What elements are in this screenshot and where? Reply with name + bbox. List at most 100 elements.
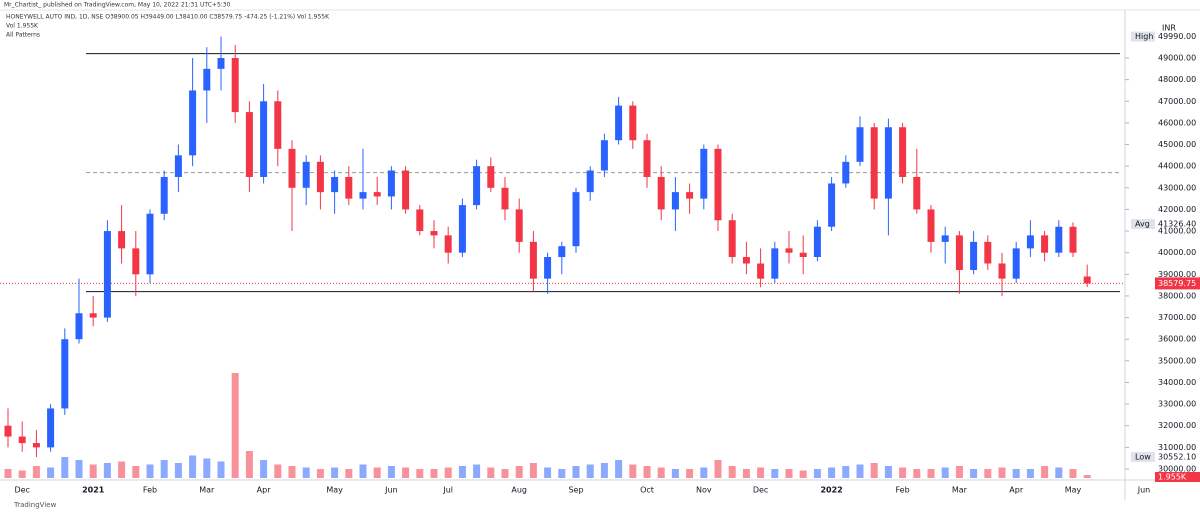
volume-bar — [728, 466, 736, 478]
y-tick-label: 46000.00 — [1158, 118, 1196, 127]
candle-body — [899, 127, 907, 177]
volume-bar — [345, 469, 353, 478]
volume-bar — [501, 469, 509, 478]
candle-body — [146, 213, 154, 275]
marker-name-badge — [1131, 31, 1155, 42]
volume-bar — [884, 466, 892, 478]
brand: TradingView — [13, 501, 57, 509]
candle-body — [32, 443, 40, 448]
volume-bar — [118, 461, 126, 478]
y-tick-label: 34000.00 — [1158, 378, 1196, 387]
x-tick-label: 2021 — [82, 486, 105, 495]
candle-body — [856, 127, 864, 162]
x-tick-label: Jul — [442, 486, 453, 495]
candle-body — [75, 313, 83, 340]
y-tick-label: 38000.00 — [1158, 291, 1196, 300]
volume-bar — [629, 464, 637, 478]
candle-body — [870, 127, 878, 199]
x-tick-label: Jun — [384, 486, 398, 495]
volume-bar — [572, 466, 580, 478]
y-tick-label: 39000.00 — [1158, 270, 1196, 279]
candle-body — [558, 246, 566, 258]
volume-bar — [657, 467, 665, 478]
y-tick-label: 47000.00 — [1158, 97, 1196, 106]
volume-bar — [856, 464, 864, 478]
volume-bar — [4, 469, 12, 478]
candle-body — [1069, 226, 1077, 253]
volume-badge — [1155, 472, 1200, 482]
last-price-label: 38579.75 — [1158, 279, 1196, 288]
x-tick-label: Apr — [257, 486, 272, 495]
candle-body — [245, 112, 253, 177]
candle-body — [686, 192, 694, 199]
volume-bar — [316, 469, 324, 478]
y-tick-label: 48000.00 — [1158, 75, 1196, 84]
volume-bar — [359, 464, 367, 478]
volume-bar — [643, 466, 651, 478]
volume-bar — [785, 469, 793, 478]
candle-body — [671, 192, 679, 210]
y-tick-label: 35000.00 — [1158, 356, 1196, 365]
volume-bar — [1083, 475, 1091, 478]
y-tick-label: 40000.00 — [1158, 248, 1196, 257]
volume-bar — [174, 463, 182, 478]
candle-body — [1055, 226, 1063, 253]
marker-name: High — [1135, 32, 1153, 41]
marker-name: Avg — [1135, 219, 1150, 228]
volume-bar — [487, 467, 495, 478]
candle-body — [529, 241, 537, 279]
volume-bar — [1026, 469, 1034, 478]
x-tick-label: 2022 — [820, 486, 842, 495]
volume-bar — [714, 460, 722, 478]
candle-body — [643, 140, 651, 177]
candle-body — [359, 192, 367, 199]
volume-bar — [899, 467, 907, 478]
y-tick-label: 43000.00 — [1158, 183, 1196, 192]
volume-bar — [955, 466, 963, 478]
marker-value: 49990.00 — [1158, 32, 1196, 41]
candle-body — [572, 192, 580, 247]
candle-body — [984, 241, 992, 264]
volume-bar — [331, 467, 339, 478]
volume-bar — [387, 466, 395, 478]
volume-bar — [444, 467, 452, 478]
volume-bar — [231, 373, 239, 478]
candle-body — [842, 161, 850, 184]
y-tick-label: 31000.00 — [1158, 443, 1196, 452]
candle-body — [700, 148, 708, 199]
candle-body — [629, 105, 637, 141]
candle-body — [203, 68, 211, 91]
x-tick-label: Mar — [199, 486, 215, 495]
candle-body — [544, 257, 552, 279]
candle-body — [189, 90, 197, 156]
candle-body — [884, 127, 892, 199]
candle-body — [728, 220, 736, 258]
candle-body — [302, 161, 310, 188]
volume-label: 1.955K — [1158, 473, 1187, 482]
volume-bar — [970, 469, 978, 478]
volume-bar — [302, 467, 310, 478]
symbol-line: HONEYWELL AUTO IND, 1D, NSE O38900.05 H3… — [6, 14, 330, 21]
volume-bar — [61, 457, 69, 478]
y-tick-label: 44000.00 — [1158, 162, 1196, 171]
volume-bar — [203, 458, 211, 478]
candle-body — [941, 235, 949, 242]
volume-bar — [544, 467, 552, 478]
candle-body — [742, 257, 750, 264]
x-tick-label: Sep — [568, 486, 583, 495]
volume-bar — [771, 469, 779, 478]
volume-bar — [47, 467, 55, 478]
candle-body — [927, 209, 935, 242]
volume-bar — [260, 460, 268, 478]
volume-bar — [160, 460, 168, 478]
volume-bar — [18, 470, 26, 478]
volume-bar — [402, 467, 410, 478]
last-price-badge — [1155, 277, 1200, 290]
volume-bar — [870, 463, 878, 478]
marker-name-badge — [1131, 452, 1155, 463]
marker-name-badge — [1131, 218, 1155, 229]
y-tick-label: 49000.00 — [1158, 54, 1196, 63]
volume-bar — [671, 469, 679, 478]
candle-body — [714, 148, 722, 221]
